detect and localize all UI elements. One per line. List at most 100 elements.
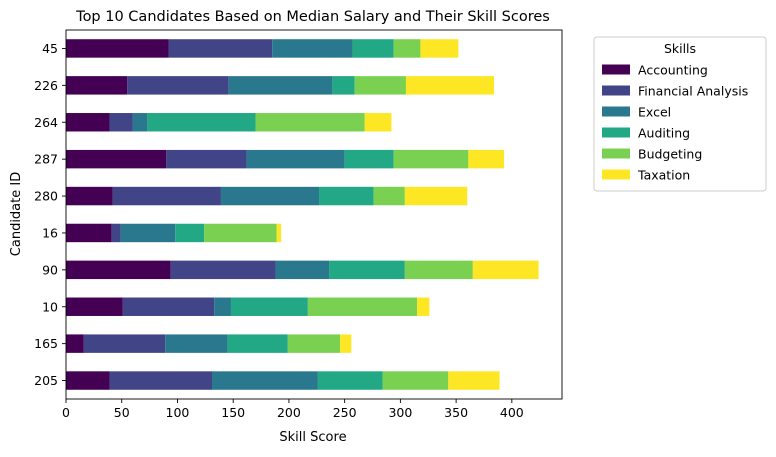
x-tick-label-0: 0 [62,405,70,420]
bar-10-budgeting [307,297,418,316]
bar-16-taxation [276,223,282,243]
bar-287-accounting [66,149,167,169]
bar-10-auditing [230,297,308,316]
y-tick-label-226: 226 [34,78,58,93]
bar-45-auditing [352,39,394,58]
legend-swatch-accounting [602,64,630,75]
y-tick-label-280: 280 [34,189,58,204]
y-tick-label-165: 165 [34,336,58,351]
legend-swatch-taxation [602,169,630,180]
x-tick-label-250: 250 [333,405,357,420]
bar-16-excel [120,223,176,243]
bar-90-budgeting [404,260,473,280]
bar-280-auditing [319,186,374,206]
x-axis-label: Skill Score [279,430,346,445]
y-tick-label-205: 205 [34,373,58,388]
bar-226-budgeting [354,76,406,95]
x-tick-label-300: 300 [388,405,412,420]
y-tick-label-90: 90 [42,262,58,277]
y-tick-label-10: 10 [42,299,58,314]
legend-label-taxation: Taxation [637,168,690,183]
bar-226-taxation [405,76,495,95]
y-tick-label-264: 264 [34,115,58,130]
bar-90-auditing [329,260,405,280]
bar-264-excel [132,113,148,132]
legend-swatch-financial-analysis [602,85,630,96]
legend-label-accounting: Accounting [638,63,708,78]
y-axis-label: Candidate ID [9,172,24,256]
axes-layer: 0 50 100 150 200 250 300 350 400 205 165 10 90 16 280 2… [34,29,563,420]
legend-label-budgeting: Budgeting [638,147,702,162]
bar-287-excel [246,149,345,169]
bar-45-budgeting [393,39,421,58]
bar-10-taxation [417,297,430,316]
bars-layer [66,39,539,390]
bar-165-auditing [227,334,288,353]
chart-title: Top 10 Candidates Based on Median Salary… [75,9,550,25]
legend-label-excel: Excel [638,105,671,120]
legend-label-auditing: Auditing [638,126,690,141]
bar-280-accounting [66,186,113,206]
bar-287-financial-analysis [166,149,247,169]
bar-16-budgeting [204,223,277,243]
legend: Skills Accounting Financial Analysis Excel A… [593,36,767,192]
bar-45-excel [272,39,353,58]
bar-10-accounting [66,297,123,316]
bar-90-excel [275,260,330,280]
y-tick-label-45: 45 [42,41,58,56]
bar-264-budgeting [255,113,365,132]
bar-16-auditing [175,223,205,243]
bar-264-auditing [147,113,256,132]
bar-45-taxation [420,39,459,58]
bar-280-excel [220,186,320,206]
y-tick-label-16: 16 [42,225,58,240]
bar-280-budgeting [373,186,405,206]
bar-205-auditing [317,371,383,390]
bar-205-taxation [448,371,500,390]
bar-287-auditing [344,149,394,169]
bar-287-taxation [468,149,505,169]
x-tick-label-350: 350 [444,405,468,420]
bar-90-accounting [66,260,171,280]
bar-226-excel [228,76,333,95]
bar-90-taxation [472,260,539,280]
bar-165-taxation [340,334,352,353]
bar-264-financial-analysis [109,113,133,132]
y-tick-label-287: 287 [34,152,58,167]
legend-swatch-excel [602,106,630,117]
bar-10-financial-analysis [122,297,215,316]
bar-226-auditing [332,76,355,95]
bar-16-accounting [66,223,112,243]
bar-45-financial-analysis [168,39,273,58]
bar-16-financial-analysis [111,223,121,243]
x-tick-label-150: 150 [221,405,245,420]
x-tick-label-50: 50 [114,405,130,420]
legend-label-financial-analysis: Financial Analysis [638,84,748,99]
legend-swatch-auditing [602,127,630,138]
legend-title: Skills [664,41,696,56]
bar-165-budgeting [287,334,341,353]
legend-swatch-budgeting [602,148,630,159]
bar-165-accounting [66,334,84,353]
bar-10-excel [214,297,231,316]
legend-box [593,36,767,192]
bar-287-budgeting [393,149,469,169]
bar-90-financial-analysis [170,260,276,280]
bar-205-financial-analysis [109,371,213,390]
bar-264-taxation [364,113,392,132]
plot-frame [65,29,563,400]
x-tick-label-400: 400 [500,405,524,420]
bar-165-excel [165,334,228,353]
bar-226-financial-analysis [127,76,229,95]
x-tick-label-200: 200 [277,405,301,420]
bar-165-financial-analysis [83,334,166,353]
bar-205-accounting [66,371,110,390]
bar-280-taxation [404,186,468,206]
x-tick-label-100: 100 [166,405,190,420]
bar-45-accounting [66,39,169,58]
bar-205-excel [212,371,318,390]
bar-264-accounting [66,113,110,132]
bar-280-financial-analysis [112,186,221,206]
